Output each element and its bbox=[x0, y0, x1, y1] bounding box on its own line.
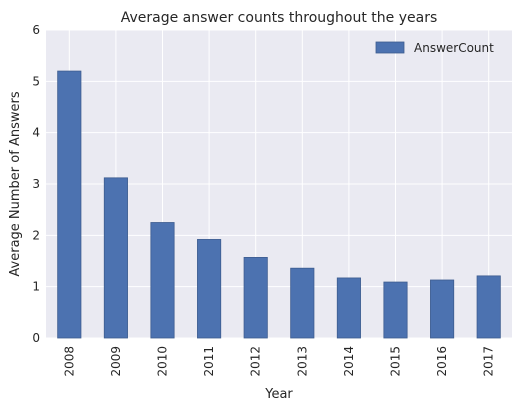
y-tick-label: 1 bbox=[32, 280, 40, 294]
x-tick-label: 2013 bbox=[295, 346, 309, 377]
x-tick-label: 2017 bbox=[482, 346, 496, 377]
x-axis-ticks: 2008 2009 2010 2011 2012 2013 2014 2015 2016 2017 bbox=[62, 346, 495, 377]
x-tick-label: 2015 bbox=[389, 346, 403, 377]
y-tick-label: 6 bbox=[32, 23, 40, 37]
bar-2015 bbox=[384, 282, 407, 338]
x-tick-label: 2010 bbox=[156, 346, 170, 377]
y-axis-ticks: 0 1 2 3 4 5 6 bbox=[32, 23, 40, 345]
bar-2017 bbox=[477, 276, 500, 338]
y-tick-label: 2 bbox=[32, 228, 40, 242]
bar-2014 bbox=[337, 278, 360, 338]
bar-2013 bbox=[291, 268, 314, 338]
y-tick-label: 0 bbox=[32, 331, 40, 345]
x-tick-label: 2014 bbox=[342, 346, 356, 377]
legend-swatch bbox=[376, 42, 404, 53]
x-tick-label: 2016 bbox=[435, 346, 449, 377]
x-tick-label: 2012 bbox=[249, 346, 263, 377]
bar-2016 bbox=[430, 280, 453, 338]
x-tick-label: 2011 bbox=[202, 346, 216, 377]
y-tick-label: 5 bbox=[32, 74, 40, 88]
x-tick-label: 2008 bbox=[62, 346, 76, 377]
bar-2009 bbox=[104, 178, 127, 338]
bar-2010 bbox=[151, 223, 174, 339]
y-axis-title: Average Number of Answers bbox=[8, 91, 23, 276]
bar-2011 bbox=[197, 239, 220, 338]
bar-2012 bbox=[244, 257, 267, 338]
y-tick-label: 3 bbox=[32, 177, 40, 191]
legend-label: AnswerCount bbox=[414, 41, 494, 55]
legend: AnswerCount bbox=[376, 41, 494, 55]
x-axis-title: Year bbox=[264, 387, 293, 402]
y-tick-label: 4 bbox=[32, 126, 40, 140]
x-tick-label: 2009 bbox=[109, 346, 123, 377]
chart-title: Average answer counts throughout the yea… bbox=[121, 10, 438, 26]
bar-2008 bbox=[58, 71, 81, 338]
